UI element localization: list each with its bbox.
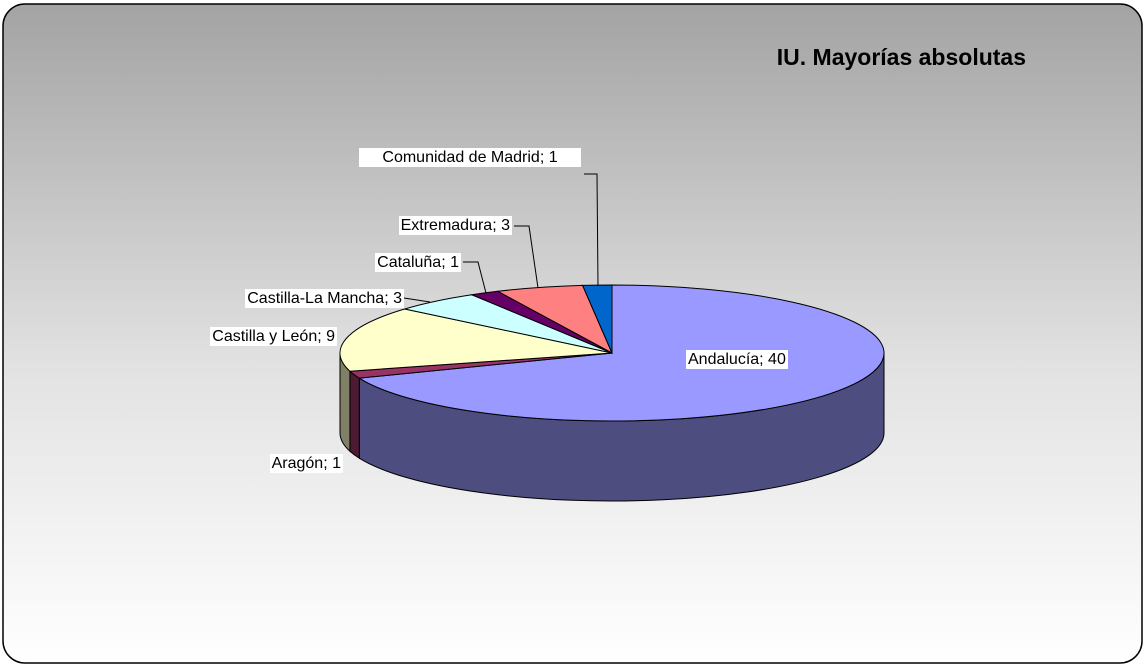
chart-title: IU. Mayorías absolutas xyxy=(776,44,1026,70)
leader-line xyxy=(584,173,599,287)
pie-slice xyxy=(339,308,613,372)
leader-line xyxy=(514,225,539,289)
data-label: Cataluña; 1 xyxy=(375,253,461,272)
data-label: Aragón; 1 xyxy=(269,454,343,473)
data-label: Andalucía; 40 xyxy=(686,350,788,369)
pie-slice-side xyxy=(349,370,360,460)
leader-line xyxy=(403,297,431,303)
data-label: Castilla-La Mancha; 3 xyxy=(245,289,404,308)
pie-sides xyxy=(339,352,885,502)
pie-slice xyxy=(357,284,885,422)
pie-tops xyxy=(339,284,885,422)
leader-lines xyxy=(403,173,599,303)
data-label: Comunidad de Madrid; 1 xyxy=(359,148,581,167)
data-label: Extremadura; 3 xyxy=(398,216,512,235)
data-label: Castilla y León; 9 xyxy=(210,327,337,346)
leader-line xyxy=(463,261,487,294)
pie-slice xyxy=(581,284,613,354)
